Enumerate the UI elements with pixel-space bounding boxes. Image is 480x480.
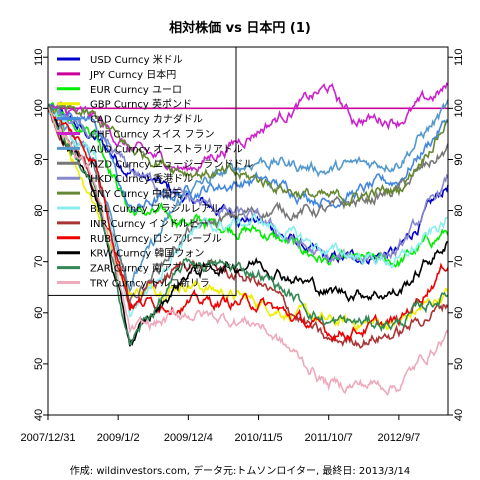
series-line xyxy=(47,109,449,318)
legend-label: KRW Curncy 韓国ウォン xyxy=(90,248,204,260)
y-tick-label-left: 80 xyxy=(33,204,45,216)
y-tick-label-left: 70 xyxy=(33,256,45,268)
legend-label: TRY Curncy トルコ新リラ xyxy=(89,277,210,290)
series-line xyxy=(47,106,449,342)
y-tick-label-left: 90 xyxy=(33,153,45,165)
series-line xyxy=(47,104,449,346)
legend-label: BRL Curncy ブラジルレアル xyxy=(90,202,220,215)
legend-label: HKD Curncy 香港ドル xyxy=(90,173,193,185)
y-tick-label-left: 100 xyxy=(33,99,45,117)
legend-label: EUR Curncy ユーロ xyxy=(90,85,182,96)
series-layer xyxy=(47,82,449,397)
chart-footer: 作成: wildinvestors.com, データ元:トムソンロイター, 最終… xyxy=(70,464,410,477)
y-tick-label-left: 110 xyxy=(33,48,45,66)
series-line xyxy=(47,103,449,213)
y-tick-label-right: 110 xyxy=(453,48,465,66)
legend-label: RUB Curncy ロシアルーブル xyxy=(90,232,222,245)
x-tick-label: 2007/12/31 xyxy=(20,432,75,444)
y-tick-label-left: 50 xyxy=(33,358,45,370)
axes: 40 40 50 50 60 60 70 70 80 80 90 90 100 100 110 110 2007… xyxy=(20,46,465,444)
y-tick-label-right: 90 xyxy=(453,153,465,165)
x-tick-label: 2010/11/5 xyxy=(234,432,282,444)
y-tick-label-right: 100 xyxy=(453,99,465,117)
legend: USD Curncy 米ドル JPY Curncy 日本円 EUR Curncy ユ… xyxy=(47,46,253,296)
legend-label: CAD Curncy カナダドル xyxy=(90,113,203,126)
series-line xyxy=(47,109,449,347)
x-tick-label: 2009/1/2 xyxy=(97,432,140,444)
y-tick-label-left: 40 xyxy=(33,409,45,421)
legend-label: CNY Curncy 中国元 xyxy=(90,187,182,200)
series-line xyxy=(47,99,449,293)
legend-label: USD Curncy 米ドル xyxy=(90,53,183,66)
x-tick-label: 2012/9/7 xyxy=(377,432,420,444)
series-line xyxy=(47,106,449,397)
y-tick-label-right: 40 xyxy=(453,409,465,421)
y-tick-label-right: 80 xyxy=(453,204,465,216)
y-tick-label-left: 60 xyxy=(33,307,45,319)
series-line xyxy=(47,107,449,349)
legend-label: AUD Curncy オーストラリアドル xyxy=(90,143,243,155)
x-tick-label: 2009/12/4 xyxy=(164,432,213,444)
y-tick-label-right: 50 xyxy=(453,358,465,370)
legend-label: CHF Curncy スイス フラン xyxy=(90,129,215,141)
legend-label: ZAR Curncy 南アフリカランド xyxy=(90,262,232,275)
legend-label: INR Curncy インドルピー xyxy=(90,218,209,230)
series-line xyxy=(47,101,449,207)
legend-label: NZD Curncy ニュージーランドドル xyxy=(90,158,253,170)
chart-title: 相対株価 vs 日本円 (1) xyxy=(169,20,311,36)
x-tick-label: 2011/10/7 xyxy=(305,432,353,444)
y-tick-label-right: 70 xyxy=(453,256,465,268)
legend-label: GBP Curncy 英ポンド xyxy=(90,98,192,111)
y-tick-label-right: 60 xyxy=(453,307,465,319)
legend-label: JPY Curncy 日本円 xyxy=(89,68,176,81)
legend-box xyxy=(47,46,237,296)
series-line xyxy=(47,82,449,173)
